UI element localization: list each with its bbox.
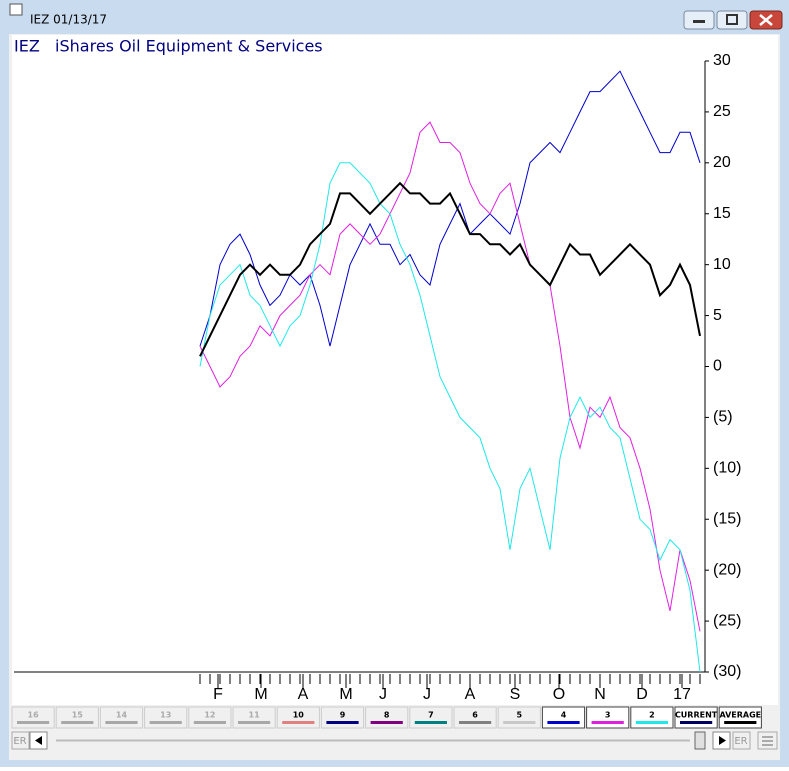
- window-title: IEZ 01/13/17: [30, 13, 107, 27]
- plot: 30 25 20 15 10 5 0 (5) (10) (15) (20) (25) (30) F M A M J…: [199, 52, 741, 703]
- tab-label: 15: [72, 711, 84, 720]
- tab-label: 2: [649, 711, 655, 720]
- minimize-icon: [693, 20, 705, 23]
- tab-label: 5: [517, 711, 523, 720]
- y-tick-label: (10): [713, 460, 741, 477]
- tab-swatch: [547, 721, 580, 724]
- x-tick-label: 17: [673, 686, 691, 703]
- x-tick-label: M: [339, 686, 352, 703]
- series-line: [199, 70, 701, 347]
- tab-swatch: [61, 721, 94, 724]
- tab-label: 14: [116, 711, 128, 720]
- right-arrow: [719, 736, 726, 745]
- tab-bar: 16 15 14 13 12 11 10 9 8 7 6 5 4 3 2 CURRENT AVERAGE: [11, 706, 762, 729]
- series-line: [199, 181, 701, 357]
- y-tick-label: (20): [713, 561, 741, 578]
- tab-label: AVERAGE: [719, 711, 761, 720]
- tab-swatch: [105, 721, 138, 724]
- y-tick-label: 20: [713, 154, 731, 171]
- y-tick-label: 5: [713, 307, 722, 324]
- y-tick-label: (5): [713, 409, 733, 426]
- er-label: ER: [734, 736, 747, 747]
- tab-swatch: [503, 721, 536, 724]
- tab-swatch: [591, 721, 624, 724]
- tab-swatch: [459, 721, 492, 724]
- tab-swatch: [680, 721, 713, 724]
- chart-area: [12, 35, 778, 705]
- tab-swatch: [635, 721, 668, 724]
- tab-label: 11: [249, 711, 261, 720]
- er-box-left[interactable]: [11, 731, 30, 750]
- tab-swatch: [414, 721, 447, 724]
- tab-label: 3: [605, 711, 611, 720]
- tab-label: CURRENT: [675, 711, 718, 720]
- x-tick-label: M: [254, 686, 267, 703]
- scroll-thumb[interactable]: [694, 731, 706, 750]
- tab-swatch: [326, 721, 359, 724]
- x-tick-label: D: [636, 686, 648, 703]
- left-arrow: [35, 736, 42, 745]
- x-tick-label: N: [594, 686, 606, 703]
- y-tick-label: (30): [713, 663, 741, 680]
- tab-label: 6: [472, 711, 478, 720]
- x-tick-label: F: [213, 686, 223, 703]
- close-icon: [759, 14, 773, 26]
- series-line: [199, 162, 701, 673]
- tab-label: 10: [293, 711, 305, 720]
- y-tick-label: 25: [713, 103, 731, 120]
- er-box-right[interactable]: [732, 731, 751, 750]
- y-tick-label: 10: [713, 256, 731, 273]
- tab-label: 9: [340, 711, 346, 720]
- menu-icon: [762, 736, 773, 746]
- x-tick-label: J: [379, 686, 387, 703]
- y-tick-label: 15: [713, 205, 731, 222]
- maximize-button[interactable]: [716, 10, 748, 30]
- tab-swatch: [193, 721, 226, 724]
- y-tick-label: (15): [713, 510, 741, 527]
- tab-label: 13: [160, 711, 171, 720]
- x-tick-label: A: [298, 686, 309, 703]
- er-label: ER: [13, 736, 26, 747]
- tab-label: 16: [28, 711, 40, 720]
- tab-swatch: [149, 721, 182, 724]
- tab-label: 8: [384, 711, 390, 720]
- series-line: [199, 121, 701, 632]
- maximize-icon: [726, 14, 738, 25]
- y-tick-label: (25): [713, 612, 741, 629]
- tab-swatch: [17, 721, 50, 724]
- tab-swatch: [238, 721, 271, 724]
- window-icon: [9, 3, 23, 16]
- x-tick-label: S: [510, 686, 521, 703]
- tab-label: 12: [204, 711, 215, 720]
- tab-swatch: [370, 721, 403, 724]
- tab-label: 4: [561, 711, 567, 720]
- chart-title: IEZ iShares Oil Equipment & Services: [14, 37, 323, 56]
- tab-swatch: [282, 721, 315, 724]
- tab-label: 7: [428, 711, 434, 720]
- x-tick-label: A: [465, 686, 476, 703]
- x-tick-label: O: [553, 686, 565, 703]
- x-tick-label: J: [423, 686, 431, 703]
- tab-swatch: [724, 721, 757, 724]
- y-tick-label: 0: [713, 358, 722, 375]
- y-tick-label: 30: [713, 52, 731, 69]
